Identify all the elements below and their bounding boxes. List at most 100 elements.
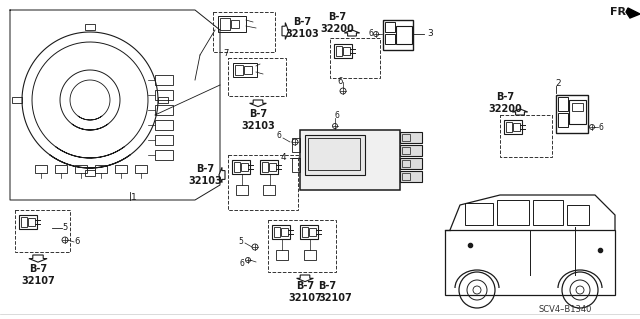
- Text: 6: 6: [335, 110, 339, 120]
- Text: B-7
32103: B-7 32103: [241, 109, 275, 131]
- Bar: [260, 160, 278, 174]
- Text: 2: 2: [555, 78, 561, 87]
- Bar: [15, 210, 70, 252]
- Text: 6: 6: [276, 131, 281, 140]
- Bar: [385, 22, 395, 32]
- Bar: [400, 132, 422, 143]
- Bar: [262, 162, 268, 172]
- Bar: [500, 115, 552, 157]
- Bar: [567, 205, 589, 225]
- Bar: [465, 203, 493, 225]
- Polygon shape: [219, 167, 225, 183]
- Bar: [213, 12, 275, 52]
- Bar: [533, 200, 563, 225]
- Bar: [400, 145, 422, 156]
- Bar: [281, 228, 288, 236]
- Bar: [300, 130, 400, 190]
- Bar: [228, 155, 298, 210]
- Text: B-7
32107: B-7 32107: [318, 281, 352, 303]
- Text: 6: 6: [337, 78, 342, 86]
- Bar: [292, 138, 300, 152]
- Bar: [302, 227, 308, 237]
- Bar: [497, 200, 529, 225]
- Bar: [235, 65, 243, 75]
- Text: 5: 5: [238, 236, 243, 246]
- Polygon shape: [250, 100, 266, 107]
- Bar: [55, 165, 67, 173]
- Text: 5: 5: [62, 224, 68, 233]
- Bar: [75, 165, 87, 173]
- Text: 7: 7: [223, 49, 228, 58]
- Bar: [402, 147, 410, 154]
- Bar: [220, 18, 230, 30]
- Polygon shape: [282, 23, 289, 40]
- Bar: [155, 135, 173, 145]
- Bar: [305, 135, 365, 175]
- Bar: [155, 120, 173, 130]
- Bar: [268, 220, 336, 272]
- Bar: [233, 63, 257, 77]
- Bar: [343, 47, 350, 55]
- Bar: [241, 163, 248, 171]
- Bar: [35, 165, 47, 173]
- Text: B-7
32103: B-7 32103: [285, 17, 319, 39]
- Bar: [158, 97, 168, 103]
- Bar: [95, 165, 107, 173]
- Bar: [558, 97, 568, 111]
- Bar: [558, 113, 568, 127]
- Bar: [330, 38, 380, 78]
- Bar: [231, 20, 239, 28]
- Text: B-7
32103: B-7 32103: [188, 164, 222, 186]
- Text: 1: 1: [131, 194, 137, 203]
- Bar: [28, 218, 35, 226]
- Bar: [218, 16, 246, 32]
- Bar: [85, 170, 95, 176]
- Bar: [228, 58, 286, 96]
- Text: FR.: FR.: [610, 7, 630, 17]
- Text: SCV4–B1340: SCV4–B1340: [538, 306, 592, 315]
- Bar: [155, 75, 173, 85]
- Text: B-7
32107: B-7 32107: [21, 264, 55, 286]
- Bar: [300, 225, 318, 239]
- Bar: [504, 120, 522, 134]
- Bar: [556, 95, 588, 133]
- Bar: [292, 158, 300, 172]
- Bar: [19, 215, 37, 229]
- Bar: [263, 185, 275, 195]
- Bar: [269, 163, 276, 171]
- Bar: [383, 20, 413, 50]
- Bar: [155, 90, 173, 100]
- Bar: [236, 185, 248, 195]
- Bar: [506, 122, 512, 132]
- Bar: [572, 103, 583, 111]
- Bar: [334, 44, 352, 58]
- Bar: [309, 228, 316, 236]
- Bar: [400, 171, 422, 182]
- Text: 6: 6: [598, 122, 604, 131]
- Polygon shape: [29, 255, 47, 262]
- Bar: [272, 225, 290, 239]
- Bar: [385, 34, 395, 44]
- Bar: [21, 217, 27, 227]
- Bar: [232, 160, 250, 174]
- Text: 3: 3: [427, 28, 433, 38]
- Bar: [274, 227, 280, 237]
- Polygon shape: [296, 275, 314, 282]
- Text: B-7
32200: B-7 32200: [488, 92, 522, 114]
- Bar: [135, 165, 147, 173]
- Bar: [155, 150, 173, 160]
- Bar: [276, 250, 288, 260]
- Bar: [402, 134, 410, 141]
- Polygon shape: [626, 8, 640, 18]
- Bar: [234, 162, 240, 172]
- Text: 6: 6: [74, 238, 80, 247]
- Text: B-7
32200: B-7 32200: [320, 12, 354, 34]
- Bar: [85, 24, 95, 30]
- Text: 6: 6: [368, 29, 373, 39]
- Bar: [115, 165, 127, 173]
- Bar: [445, 230, 615, 295]
- Bar: [304, 250, 316, 260]
- Polygon shape: [344, 30, 360, 36]
- Bar: [402, 173, 410, 180]
- Bar: [244, 66, 252, 74]
